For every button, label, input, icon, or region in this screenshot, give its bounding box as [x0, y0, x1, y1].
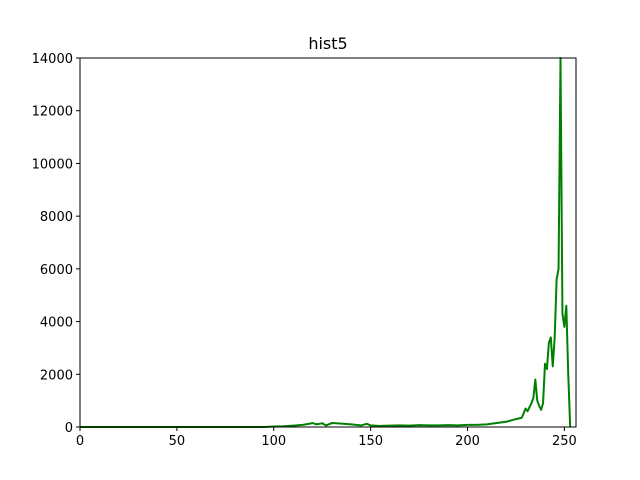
y-tick-label: 14000	[32, 52, 73, 67]
plot-frame	[79, 57, 577, 428]
y-axis: 0 2000 4000 6000 8000 10000 12000 14000	[32, 52, 80, 436]
x-tick-label: 50	[169, 434, 186, 449]
x-tick-label: 250	[552, 434, 577, 449]
y-tick-label: 2000	[40, 368, 73, 383]
series-layer	[80, 57, 572, 428]
y-tick-label: 4000	[40, 316, 73, 331]
x-tick-label: 0	[76, 434, 84, 449]
x-tick-label: 200	[455, 434, 480, 449]
y-tick-label: 6000	[40, 263, 73, 278]
y-tick-label: 8000	[40, 210, 73, 225]
y-tick-label: 0	[65, 421, 73, 436]
y-tick-label: 10000	[32, 157, 73, 172]
x-axis: 0 50 100 150 200 250	[76, 427, 577, 449]
x-tick-label: 100	[261, 434, 286, 449]
chart-title: hist5	[308, 34, 347, 53]
plot-area	[80, 58, 576, 427]
series-line-0	[80, 57, 572, 428]
y-tick-label: 12000	[32, 105, 73, 120]
x-tick-label: 150	[358, 434, 383, 449]
